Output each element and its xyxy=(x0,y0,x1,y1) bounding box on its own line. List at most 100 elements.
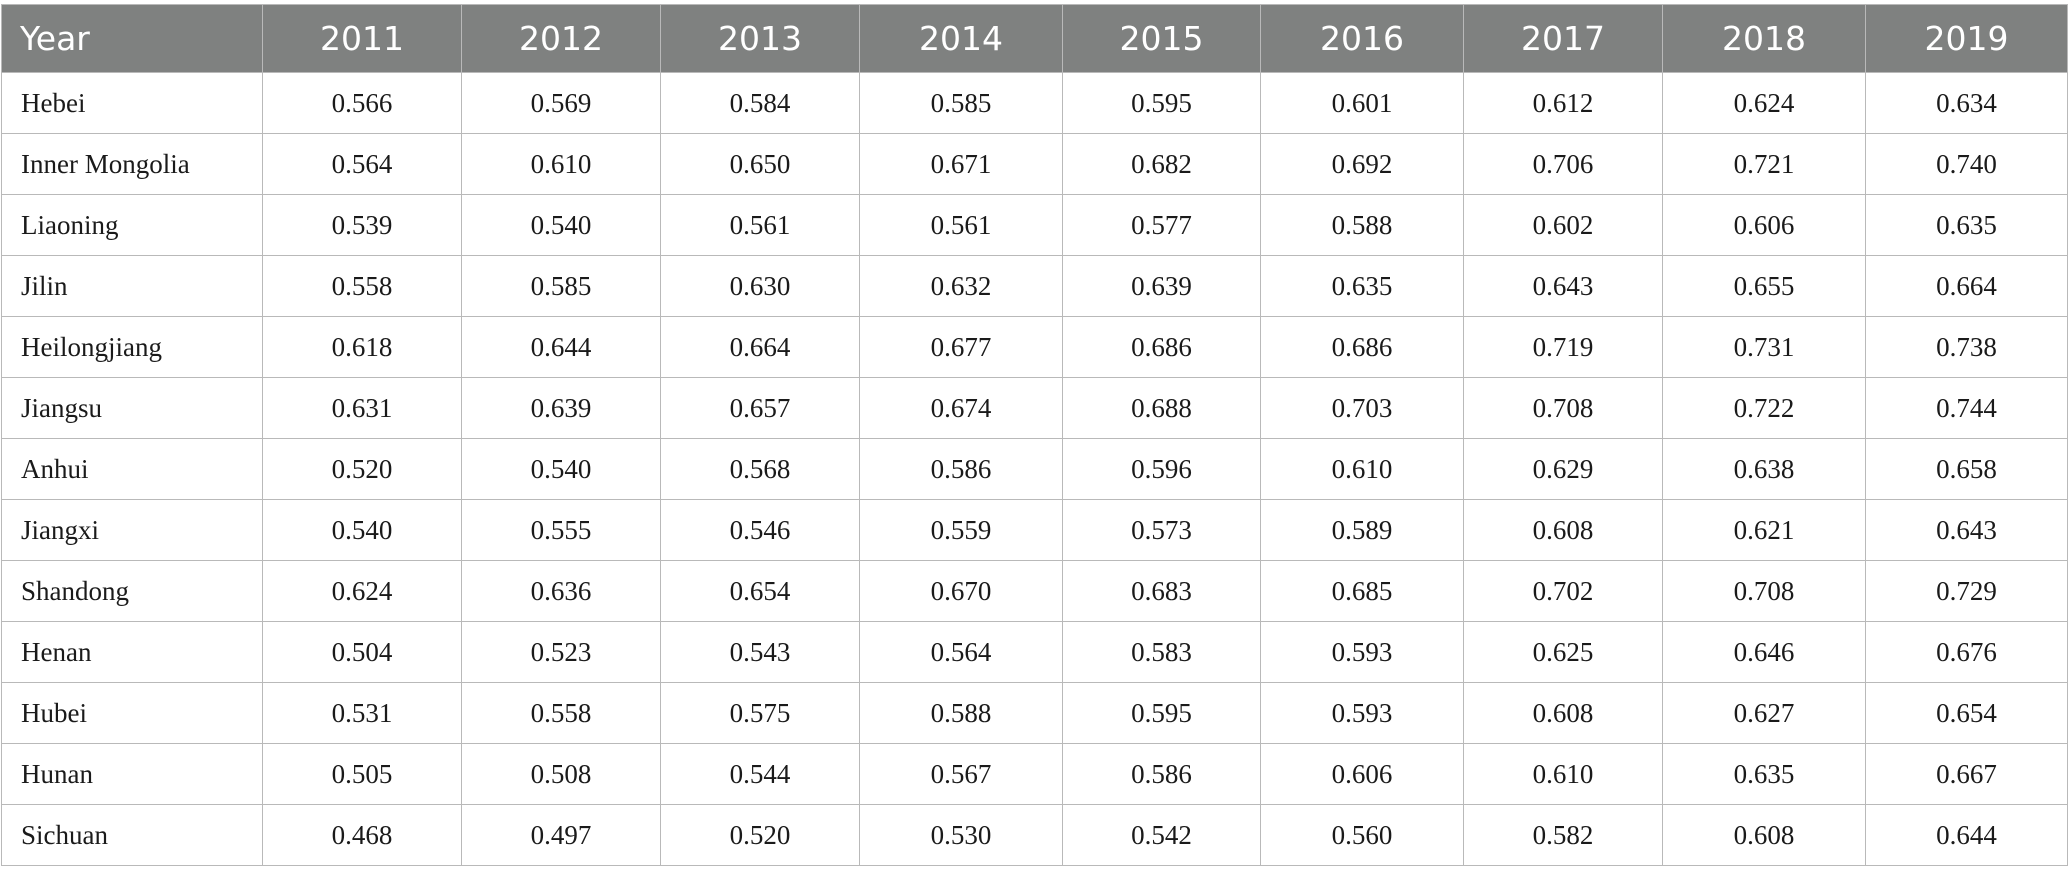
table-cell: 0.558 xyxy=(461,682,661,744)
table-cell: 0.531 xyxy=(262,682,462,744)
table-cell: 0.497 xyxy=(461,804,661,866)
row-label: Liaoning xyxy=(1,194,263,256)
table-cell: 0.560 xyxy=(1260,804,1464,866)
table-cell: 0.624 xyxy=(1662,72,1866,134)
table-cell: 0.655 xyxy=(1662,255,1866,317)
table-cell: 0.636 xyxy=(461,560,661,622)
table-cell: 0.618 xyxy=(262,316,462,378)
header-cell-year: Year xyxy=(1,4,263,73)
row-label: Hubei xyxy=(1,682,263,744)
table-cell: 0.682 xyxy=(1062,133,1261,195)
table-cell: 0.569 xyxy=(461,72,661,134)
table-cell: 0.593 xyxy=(1260,621,1464,683)
row-label: Jilin xyxy=(1,255,263,317)
table-cell: 0.539 xyxy=(262,194,462,256)
table-row: Jilin 0.558 0.585 0.630 0.632 0.639 0.635 0.643… xyxy=(1,255,2068,317)
table-cell: 0.721 xyxy=(1662,133,1866,195)
table-cell: 0.630 xyxy=(660,255,860,317)
table-cell: 0.559 xyxy=(859,499,1063,561)
table-cell: 0.508 xyxy=(461,743,661,805)
table-cell: 0.635 xyxy=(1662,743,1866,805)
header-cell-7: 2017 xyxy=(1463,4,1663,73)
table-cell: 0.610 xyxy=(1463,743,1663,805)
row-label: Jiangsu xyxy=(1,377,263,439)
table-cell: 0.744 xyxy=(1865,377,2068,439)
table-cell: 0.671 xyxy=(859,133,1063,195)
table-cell: 0.631 xyxy=(262,377,462,439)
table-cell: 0.683 xyxy=(1062,560,1261,622)
table-cell: 0.677 xyxy=(859,316,1063,378)
table-cell: 0.530 xyxy=(859,804,1063,866)
table-cell: 0.573 xyxy=(1062,499,1261,561)
table-cell: 0.635 xyxy=(1260,255,1464,317)
table-cell: 0.595 xyxy=(1062,72,1261,134)
table-cell: 0.634 xyxy=(1865,72,2068,134)
table-cell: 0.722 xyxy=(1662,377,1866,439)
table-row: Hubei 0.531 0.558 0.575 0.588 0.595 0.593 0.608… xyxy=(1,682,2068,744)
row-label: Inner Mongolia xyxy=(1,133,263,195)
table-cell: 0.520 xyxy=(660,804,860,866)
table-cell: 0.543 xyxy=(660,621,860,683)
row-label: Shandong xyxy=(1,560,263,622)
table-cell: 0.468 xyxy=(262,804,462,866)
table-cell: 0.692 xyxy=(1260,133,1464,195)
table-cell: 0.621 xyxy=(1662,499,1866,561)
table-cell: 0.577 xyxy=(1062,194,1261,256)
table-cell: 0.612 xyxy=(1463,72,1663,134)
table-cell: 0.520 xyxy=(262,438,462,500)
table-cell: 0.523 xyxy=(461,621,661,683)
table-cell: 0.674 xyxy=(859,377,1063,439)
table-cell: 0.555 xyxy=(461,499,661,561)
table-cell: 0.624 xyxy=(262,560,462,622)
table-row: Sichuan 0.468 0.497 0.520 0.530 0.542 0.560 0.5… xyxy=(1,804,2068,866)
table-cell: 0.708 xyxy=(1463,377,1663,439)
table-cell: 0.731 xyxy=(1662,316,1866,378)
row-label: Hunan xyxy=(1,743,263,805)
table-cell: 0.601 xyxy=(1260,72,1464,134)
header-cell-2: 2012 xyxy=(461,4,661,73)
table-cell: 0.740 xyxy=(1865,133,2068,195)
table-cell: 0.589 xyxy=(1260,499,1464,561)
table-cell: 0.583 xyxy=(1062,621,1261,683)
table-cell: 0.610 xyxy=(1260,438,1464,500)
table-cell: 0.638 xyxy=(1662,438,1866,500)
table-cell: 0.657 xyxy=(660,377,860,439)
table-cell: 0.644 xyxy=(461,316,661,378)
table-cell: 0.639 xyxy=(461,377,661,439)
table-cell: 0.635 xyxy=(1865,194,2068,256)
table-cell: 0.561 xyxy=(660,194,860,256)
table-cell: 0.546 xyxy=(660,499,860,561)
table-header: Year 2011 2012 2013 2014 2015 2016 2017 2018 2019 xyxy=(1,4,2068,73)
table-cell: 0.588 xyxy=(1260,194,1464,256)
table-cell: 0.729 xyxy=(1865,560,2068,622)
header-cell-9: 2019 xyxy=(1865,4,2068,73)
table-cell: 0.540 xyxy=(461,194,661,256)
table-cell: 0.639 xyxy=(1062,255,1261,317)
table-cell: 0.606 xyxy=(1260,743,1464,805)
table-cell: 0.585 xyxy=(461,255,661,317)
table-cell: 0.593 xyxy=(1260,682,1464,744)
table-cell: 0.738 xyxy=(1865,316,2068,378)
table-row: Liaoning 0.539 0.540 0.561 0.561 0.577 0.588 0.… xyxy=(1,194,2068,256)
table-cell: 0.558 xyxy=(262,255,462,317)
header-cell-6: 2016 xyxy=(1260,4,1464,73)
table-cell: 0.567 xyxy=(859,743,1063,805)
header-row: Year 2011 2012 2013 2014 2015 2016 2017 2018 2019 xyxy=(1,4,2068,73)
table-cell: 0.664 xyxy=(1865,255,2068,317)
table-cell: 0.702 xyxy=(1463,560,1663,622)
table-cell: 0.688 xyxy=(1062,377,1261,439)
table-cell: 0.540 xyxy=(262,499,462,561)
table-cell: 0.584 xyxy=(660,72,860,134)
table-cell: 0.650 xyxy=(660,133,860,195)
table-row: Anhui 0.520 0.540 0.568 0.586 0.596 0.610 0.629… xyxy=(1,438,2068,500)
table-cell: 0.606 xyxy=(1662,194,1866,256)
row-label: Jiangxi xyxy=(1,499,263,561)
table-cell: 0.608 xyxy=(1662,804,1866,866)
table-cell: 0.719 xyxy=(1463,316,1663,378)
row-label: Anhui xyxy=(1,438,263,500)
table-cell: 0.586 xyxy=(859,438,1063,500)
table-cell: 0.685 xyxy=(1260,560,1464,622)
table-cell: 0.664 xyxy=(660,316,860,378)
row-label: Henan xyxy=(1,621,263,683)
data-table: Year 2011 2012 2013 2014 2015 2016 2017 2018 2019… xyxy=(1,4,2068,866)
